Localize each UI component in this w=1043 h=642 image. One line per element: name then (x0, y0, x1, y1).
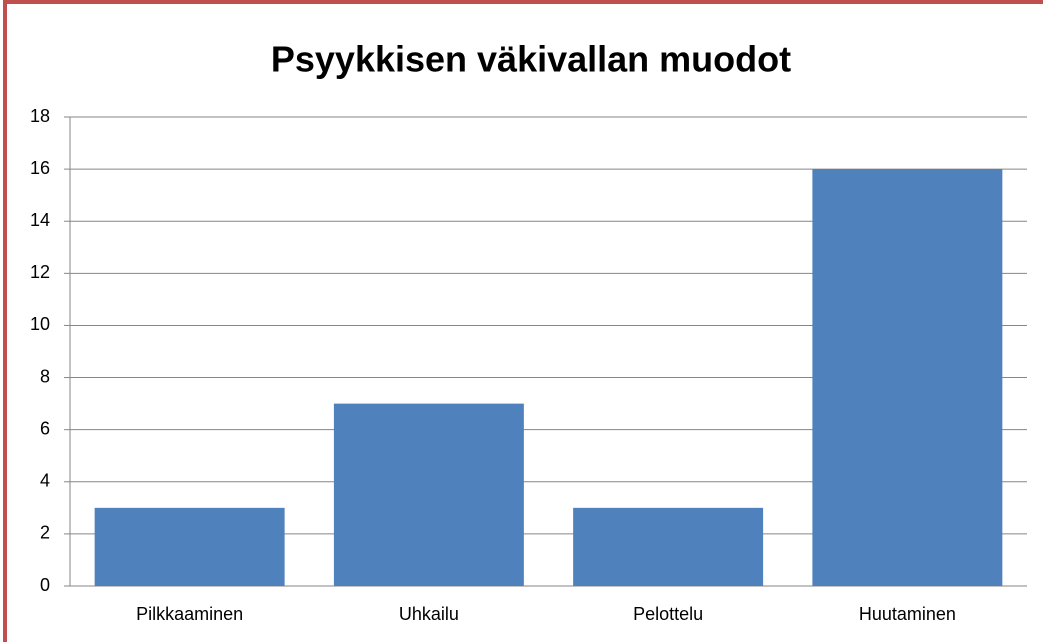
y-tick-label: 6 (40, 418, 50, 438)
y-tick-label: 4 (40, 471, 50, 491)
bar (573, 507, 764, 586)
chart-title: Psyykkisen väkivallan muodot (271, 39, 791, 80)
y-tick-label: 8 (40, 366, 50, 386)
bar (333, 403, 524, 586)
bar (812, 169, 1003, 586)
y-tick-label: 16 (30, 158, 50, 178)
y-tick-label: 2 (40, 523, 50, 543)
y-tick-label: 18 (30, 106, 50, 126)
y-tick-label: 12 (30, 262, 50, 282)
x-tick-label: Pilkkaaminen (136, 604, 243, 624)
x-tick-label: Huutaminen (859, 604, 956, 624)
x-tick-label: Uhkailu (399, 604, 459, 624)
bar (94, 507, 285, 586)
y-tick-label: 14 (30, 210, 50, 230)
x-tick-label: Pelottelu (633, 604, 703, 624)
y-tick-label: 10 (30, 314, 50, 334)
y-tick-label: 0 (40, 575, 50, 595)
